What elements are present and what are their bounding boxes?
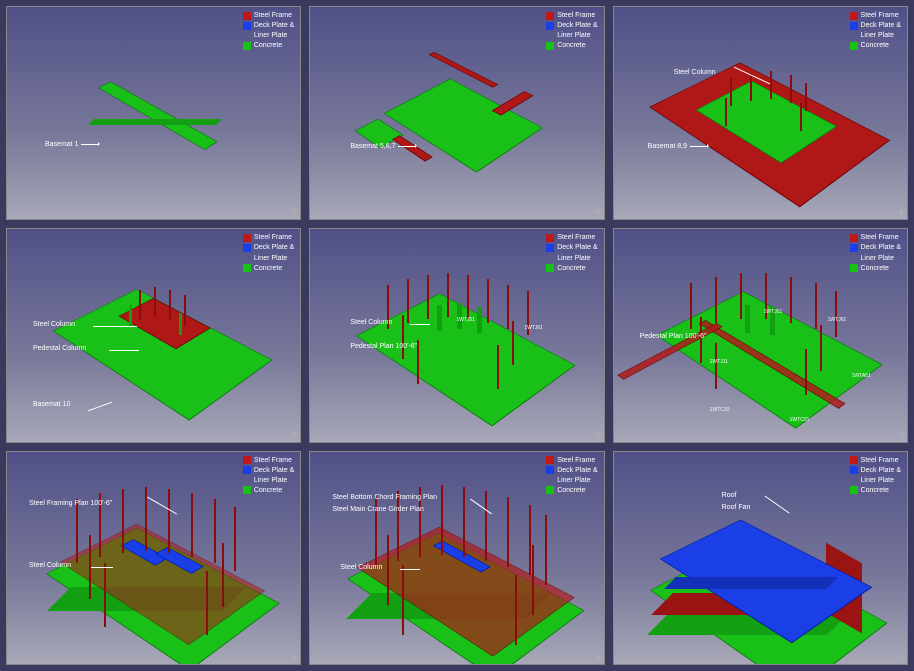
callout-pedestal-column: Pedestal Column bbox=[33, 345, 86, 352]
tag-1wtj61: 1WTJ61 bbox=[828, 317, 847, 323]
panel-roof: Steel Frame Deck Plate & Liner Plate Con… bbox=[613, 451, 908, 665]
swatch-concrete bbox=[243, 42, 251, 50]
legend: Steel Frame Deck Plate & Liner Plate Con… bbox=[546, 456, 597, 496]
legend: Steel Frame Deck Plate & Liner Plate Con… bbox=[243, 11, 294, 51]
panel-basemat-89: Steel Frame Deck Plate & Liner Plate Con… bbox=[613, 6, 908, 220]
tag-1wtc10: 1WTC10 bbox=[710, 407, 730, 413]
panel-basemat-1: Steel Frame Deck Plate & Liner Plate Con… bbox=[6, 6, 301, 220]
panel-pedestal-plan-b: Steel Frame Deck Plate & Liner Plate Con… bbox=[613, 228, 908, 442]
callout-basemat-89: Basemat 8,9 bbox=[648, 143, 711, 150]
panel-basemat-567: Steel Frame Deck Plate & Liner Plate Con… bbox=[309, 6, 604, 220]
callout-pedestal-plan: Pedestal Plan 100'-6" bbox=[640, 333, 707, 340]
callout-roof: Roof bbox=[722, 492, 737, 499]
swatch-deck bbox=[243, 22, 251, 30]
axis-icon: ⟂ bbox=[899, 206, 904, 216]
tag-1wtj51: 1WTJ51 bbox=[456, 317, 475, 323]
legend: Steel Frame Deck Plate & Liner Plate Con… bbox=[546, 233, 597, 273]
legend: Steel Frame Deck Plate & Liner Plate Con… bbox=[243, 233, 294, 273]
callout-steel-column: Steel Column bbox=[33, 321, 75, 328]
tag-1wtj61: 1WTJ61 bbox=[524, 325, 543, 331]
callout-steel-column: Steel Column bbox=[340, 564, 382, 571]
callout-bottom-chord: Steel Bottom Chord Framing Plan bbox=[332, 494, 437, 501]
legend-liner: Liner Plate bbox=[254, 31, 287, 40]
callout-roof-fan: Roof Fan bbox=[722, 504, 751, 511]
callout-crane-girder: Steel Main Crane Girder Plan bbox=[332, 506, 423, 513]
legend: Steel Frame Deck Plate & Liner Plate Con… bbox=[546, 11, 597, 51]
panel-basemat-10: Steel Frame Deck Plate & Liner Plate Con… bbox=[6, 228, 301, 442]
legend-concrete: Concrete bbox=[254, 41, 282, 50]
legend: Steel Frame Deck Plate & Liner Plate Con… bbox=[243, 456, 294, 496]
callout-steel-column: Steel Column bbox=[29, 562, 71, 569]
panel-pedestal-plan-a: Steel Frame Deck Plate & Liner Plate Con… bbox=[309, 228, 604, 442]
legend-deck: Deck Plate & bbox=[254, 21, 294, 30]
panel-steel-framing: Steel Frame Deck Plate & Liner Plate Con… bbox=[6, 451, 301, 665]
axis-icon: ⟂ bbox=[292, 206, 297, 216]
callout-pedestal-plan: Pedestal Plan 100'-6" bbox=[350, 343, 417, 350]
legend-steel: Steel Frame bbox=[254, 11, 292, 20]
axis-icon: ⟂ bbox=[899, 429, 904, 439]
axis-icon: ⟂ bbox=[595, 206, 600, 216]
axis-icon: ⟂ bbox=[292, 429, 297, 439]
legend: Steel Frame Deck Plate & Liner Plate Con… bbox=[850, 233, 901, 273]
swatch-steel bbox=[243, 12, 251, 20]
callout-steel-framing-plan: Steel Framing Plan 100'-6" bbox=[29, 500, 112, 507]
axis-icon: ⟂ bbox=[595, 429, 600, 439]
tag-1wtj11: 1WTJ11 bbox=[710, 359, 728, 365]
tag-1wta51: 1WTA51 bbox=[852, 373, 871, 379]
callout-basemat-567: Basemat 5,6,7 bbox=[350, 143, 419, 150]
axis-icon: ⟂ bbox=[899, 651, 904, 661]
panel-bottom-chord: Steel Frame Deck Plate & Liner Plate Con… bbox=[309, 451, 604, 665]
legend: Steel Frame Deck Plate & Liner Plate Con… bbox=[850, 456, 901, 496]
callout-basemat-10: Basemat 10 bbox=[33, 401, 70, 408]
callout-steel-column: Steel Column bbox=[674, 69, 716, 76]
callout-basemat-1: Basemat 1 bbox=[45, 141, 102, 148]
panel-grid: Steel Frame Deck Plate & Liner Plate Con… bbox=[6, 6, 908, 665]
tag-1wtj51: 1WTJ51 bbox=[764, 309, 783, 315]
legend: Steel Frame Deck Plate & Liner Plate Con… bbox=[850, 11, 901, 51]
axis-icon: ⟂ bbox=[292, 651, 297, 661]
tag-1wtc01: 1WTC01 bbox=[790, 417, 810, 423]
axis-icon: ⟂ bbox=[595, 651, 600, 661]
callout-steel-column: Steel Column bbox=[350, 319, 392, 326]
